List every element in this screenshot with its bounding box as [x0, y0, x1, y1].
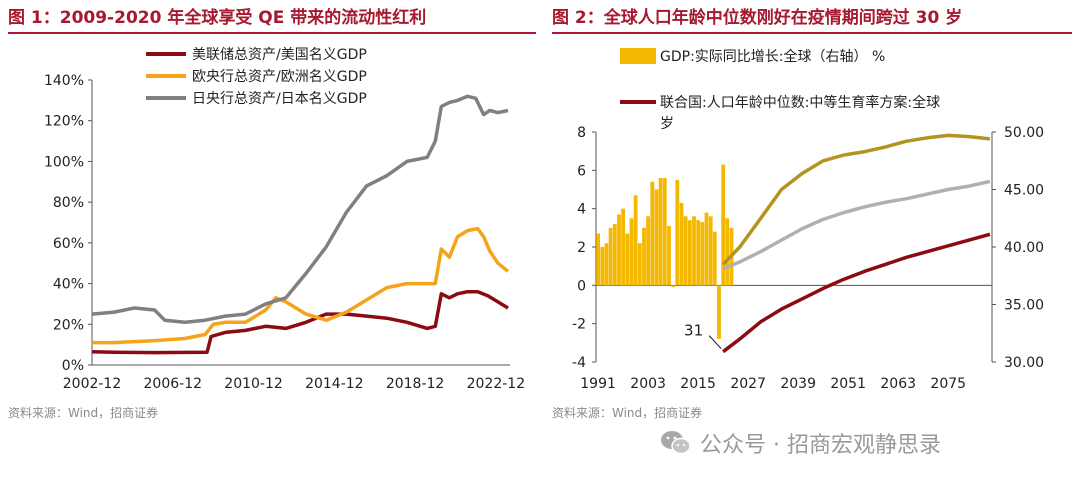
watermark-text: 公众号 · 招商宏观静思录	[700, 433, 941, 458]
median-age-line-1	[722, 232, 991, 354]
right-panel-title: 图 2：全球人口年龄中位数刚好在疫情期间跨过 30 岁	[552, 4, 1072, 34]
x-tick-label: 2051	[830, 376, 866, 392]
right-y-tick-label: 45.00	[1004, 183, 1044, 199]
y-tick-label: 20%	[53, 317, 84, 333]
gdp-bar	[642, 227, 646, 286]
gdp-bar	[621, 208, 625, 286]
x-tick-label: 2063	[880, 376, 916, 392]
gdp-bar	[658, 178, 663, 286]
x-tick-label: 2002-12	[63, 376, 122, 392]
series-line-3	[91, 94, 509, 325]
gdp-bar	[692, 216, 696, 286]
x-tick-label: 2018-12	[386, 376, 445, 392]
right-y-tick-label: 40.00	[1004, 240, 1044, 256]
gdp-bar	[604, 243, 609, 286]
median-age-line-3	[721, 133, 991, 266]
gdp-bar	[600, 247, 605, 286]
x-tick-label: 2075	[930, 376, 966, 392]
right-y-tick-label: 50.00	[1004, 125, 1044, 141]
legend-swatch-gdp-bar	[620, 48, 656, 64]
gdp-bar	[687, 220, 692, 286]
gdp-bar	[654, 189, 659, 286]
x-tick-label: 2039	[780, 376, 816, 392]
legend-label-gdp-bar: GDP:实际同比增长:全球（右轴） %	[660, 48, 885, 65]
gdp-bar	[675, 179, 680, 286]
x-tick-label: 2015	[680, 376, 716, 392]
gdp-bar	[646, 216, 650, 286]
x-tick-label: 2022-12	[467, 376, 526, 392]
gdp-bar	[671, 285, 675, 288]
watermark: 公众号 · 招商宏观静思录	[660, 425, 941, 461]
left-y-tick-label: 6	[577, 163, 586, 179]
median-age-line-2	[722, 179, 991, 271]
gdp-bar	[612, 224, 617, 286]
gdp-bar	[679, 202, 684, 286]
gdp-bar	[608, 227, 613, 286]
wechat-icon	[661, 431, 691, 455]
population-median-age-chart: -4 -2 0 2 4 6 8 30.00 35.00 40.00 45.00 50.00 1991 20…	[572, 48, 1044, 392]
gdp-bar	[683, 216, 688, 286]
y-tick-label: 0%	[62, 358, 84, 374]
y-tick-label: 120%	[44, 114, 84, 130]
y-tick-label: 60%	[53, 236, 84, 252]
left-y-tick-label: 0	[577, 278, 586, 294]
gdp-bar	[704, 212, 709, 286]
gdp-bar	[700, 222, 705, 286]
gdp-bar	[662, 178, 667, 286]
x-tick-label: 2006-12	[144, 376, 203, 392]
gdp-bar	[725, 218, 730, 286]
x-tick-label: 2027	[730, 376, 766, 392]
right-source-note: 资料来源：Wind，招商证券	[552, 406, 703, 420]
left-y-tick-label: 8	[577, 125, 586, 141]
series-line-1	[91, 289, 509, 355]
left-y-tick-label: -2	[572, 317, 586, 333]
gdp-bar	[625, 233, 630, 286]
annotation-leader	[708, 335, 722, 349]
legend-label-2: 欧央行总资产/欧洲名义GDP	[192, 69, 367, 85]
gdp-bar	[617, 214, 621, 286]
left-y-tick-label: 4	[577, 202, 586, 218]
legend-label-median-age: 联合国:人口年龄中位数:中等生育率方案:全球	[660, 94, 940, 111]
y-tick-label: 80%	[53, 195, 84, 211]
annotation-label: 31	[684, 322, 703, 340]
gdp-bar	[650, 181, 655, 286]
legend-label-1: 美联储总资产/美国名义GDP	[192, 47, 367, 63]
left-y-tick-label: 2	[577, 240, 586, 256]
gdp-bar	[629, 218, 634, 286]
x-tick-label: 1991	[580, 376, 616, 392]
y-tick-label: 100%	[44, 154, 84, 170]
right-y-tick-label: 35.00	[1004, 298, 1044, 314]
x-tick-label: 2014-12	[305, 376, 364, 392]
left-panel-title: 图 1：2009-2020 年全球享受 QE 带来的流动性红利	[8, 4, 536, 34]
gdp-bar	[637, 243, 642, 286]
x-tick-label: 2010-12	[224, 376, 283, 392]
x-tick-label: 2003	[630, 376, 666, 392]
y-tick-label: 40%	[53, 277, 84, 293]
gdp-bar	[667, 225, 671, 286]
y-tick-label: 140%	[44, 73, 84, 89]
gdp-bar	[717, 285, 721, 339]
gdp-bar	[696, 220, 701, 286]
qe-balance-sheet-chart: 0% 20% 40% 60% 80% 100% 120% 140% 2002-12 2006-12…	[44, 47, 526, 392]
left-y-tick-label: -4	[572, 355, 586, 371]
left-source-note: 资料来源：Wind，招商证券	[8, 406, 159, 420]
gdp-bar	[712, 231, 717, 286]
legend-label-median-age-unit: 岁	[660, 116, 674, 132]
gdp-bar	[596, 233, 600, 286]
gdp-bar	[708, 216, 713, 286]
series-line-2	[92, 226, 510, 345]
gdp-bar	[721, 164, 726, 286]
gdp-bar	[633, 195, 638, 286]
legend-label-3: 日央行总资产/日本名义GDP	[192, 91, 367, 107]
right-y-tick-label: 30.00	[1004, 355, 1044, 371]
